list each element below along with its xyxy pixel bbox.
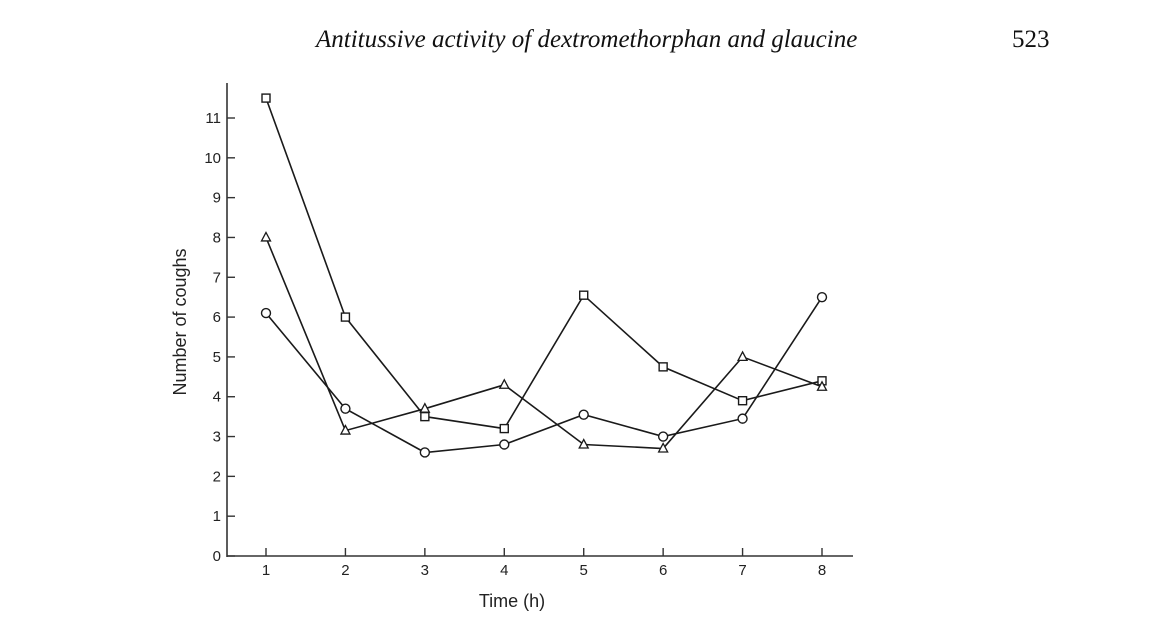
square-marker [499,423,509,434]
y-tick-label: 9 [213,190,221,207]
y-tick-label: 1 [213,508,221,525]
y-tick-label: 5 [213,349,221,366]
chart-series [260,93,828,458]
circle-marker [260,307,272,319]
y-axis-label: Number of coughs [170,248,190,395]
circle-marker [340,403,351,414]
running-head: Antitussive activity of dextromethorphan… [316,26,858,53]
series-square [261,93,827,434]
series-triangle [260,231,828,453]
y-tick-label: 10 [204,150,221,167]
triangle-marker [339,424,352,435]
triangle-marker [657,442,669,453]
x-tick-label: 2 [341,562,349,579]
y-tick-label: 2 [213,468,221,485]
circle-marker [419,447,431,458]
y-tick-label: 6 [213,309,221,326]
y-tick-label: 7 [213,269,221,286]
chart-axes [226,83,853,557]
circle-marker [499,439,510,450]
triangle-marker [816,380,828,391]
x-tick-label: 5 [580,562,588,579]
square-marker [579,290,589,300]
circle-marker [816,291,828,303]
triangle-marker [260,231,272,242]
x-tick-label: 4 [500,562,508,579]
x-tick-label: 6 [659,562,667,579]
circle-marker [657,431,669,442]
x-tick-label: 3 [421,562,429,579]
x-tick-label: 1 [262,562,270,579]
triangle-marker [736,350,749,362]
y-tick-label: 3 [213,429,221,446]
y-tick-label: 8 [213,229,221,246]
x-tick-label: 8 [818,562,826,579]
y-tick-label: 4 [213,389,221,406]
y-tick-label: 11 [205,110,221,127]
series-line-square [265,97,823,430]
square-marker [340,312,351,322]
square-marker [658,362,668,372]
triangle-marker [498,378,510,389]
x-tick-label: 7 [738,562,746,579]
page-number: 523 [1012,26,1050,53]
square-marker [737,396,748,406]
square-marker [261,93,271,103]
circle-marker [737,413,748,424]
square-marker [420,411,430,422]
series-line-circle [265,296,823,454]
circle-marker [578,409,589,420]
triangle-marker [419,402,431,413]
x-axis-label: Time (h) [479,591,545,611]
series-line-triangle [265,237,823,450]
series-circle [260,291,828,458]
y-tick-label: 0 [213,548,221,565]
triangle-marker [578,438,590,449]
